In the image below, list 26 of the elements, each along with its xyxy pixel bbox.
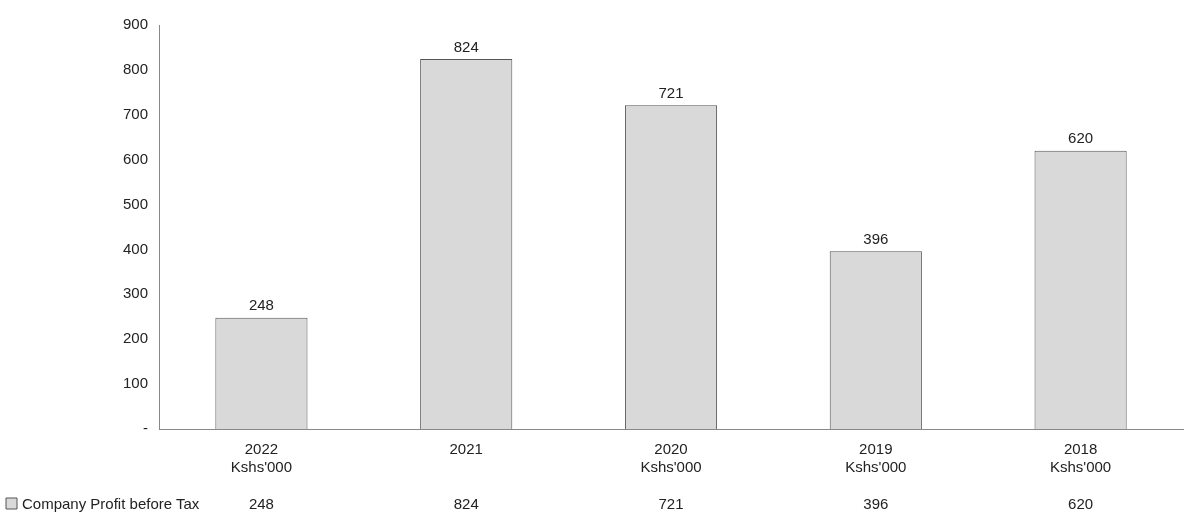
legend-label: Company Profit before Tax [22,495,200,512]
y-tick-label: 700 [123,104,149,122]
annotation: 396 [863,229,889,247]
y-tick-label: 400 [123,239,149,257]
x-tick-label: 2018 Kshs'000 [1049,440,1112,476]
y-tick-label: 200 [123,329,149,347]
x-tick-label: 2020 Kshs'000 [640,440,702,476]
data-label: 248 [248,495,274,512]
y-tick-label: 500 [123,194,149,212]
y-tick-label: 800 [123,60,149,78]
data-label: 620 [1068,495,1094,512]
data-label: 396 [863,495,889,512]
annotation: 620 [1068,129,1094,147]
y-tick-label: 300 [123,284,149,302]
data-label: 824 [453,495,479,512]
annotation: 721 [658,83,684,101]
y-tick-label: 900 [123,15,149,33]
data-label: 721 [658,495,684,512]
x-tick-label: 2022 Kshs'000 [230,440,293,476]
annotation: 248 [248,296,274,314]
x-tick-label: 2021 [449,440,483,458]
y-tick-label: 100 [123,374,149,392]
annotation: 824 [453,37,479,55]
y-tick-label: - [143,419,149,437]
y-tick-label: 600 [123,149,149,167]
x-tick-label: 2019 Kshs'000 [845,440,907,476]
